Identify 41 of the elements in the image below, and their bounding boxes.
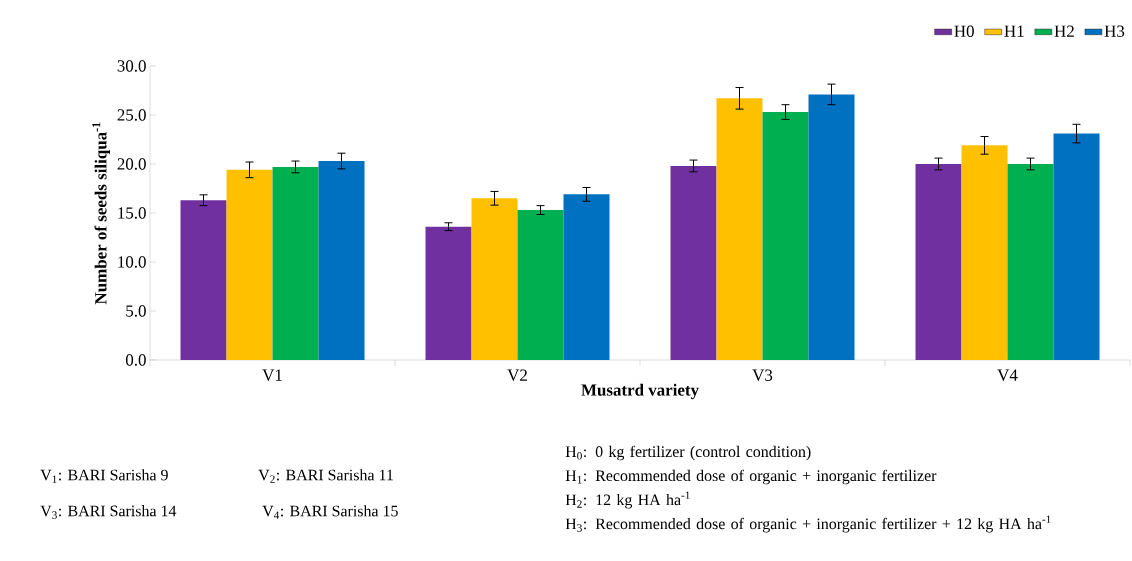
legend-label: H1	[1004, 25, 1024, 37]
x-tick-label: V4	[997, 369, 1018, 381]
y-tick-label: 30.0	[117, 60, 146, 72]
y-tick-label: 20.0	[117, 158, 146, 170]
bar	[180, 200, 227, 360]
text: H$_{2}$: 12 kg HA ha$^{-1}$	[565, 491, 690, 509]
y-tick-label: 5.0	[126, 305, 146, 317]
bar	[272, 166, 319, 360]
bar	[517, 210, 564, 360]
y-axis-title: Number of seeds siliqua$^{-1}$	[92, 122, 111, 305]
legend-label: H3	[1104, 25, 1125, 37]
text: V$_{4}$: BARI Sarisha 15	[262, 505, 398, 519]
text: V$_{1}$: BARI Sarisha 9	[40, 469, 168, 483]
bar	[670, 165, 717, 360]
bar	[961, 145, 1008, 360]
legend-label: H2	[1054, 25, 1074, 37]
bar	[1007, 163, 1054, 360]
text: H$_{1}$: Recommended dose of organic + inorganic fertilizer	[565, 469, 937, 485]
legend-label: H0	[954, 25, 974, 37]
bar	[762, 112, 809, 360]
bar	[563, 194, 610, 360]
y-tick-label: 25.0	[117, 109, 146, 121]
text: H$_{3}$: Recommended dose of organic + inorganic fertilizer + 12 kg HA ha$^{-1}$	[565, 515, 1051, 533]
text: V$_{3}$: BARI Sarisha 14	[40, 505, 177, 519]
x-tick-label: V1	[262, 369, 282, 381]
bar	[425, 226, 472, 360]
bar	[471, 198, 518, 360]
y-tick-label: 0.0	[125, 354, 146, 366]
bar	[808, 94, 855, 360]
bar	[915, 163, 962, 360]
bar	[716, 98, 763, 360]
text: V$_{2}$: BARI Sarisha 11	[258, 469, 393, 483]
text: H$_{0}$: 0 kg fertilizer (control condition)	[565, 445, 811, 461]
bar	[1053, 133, 1100, 360]
x-axis-title: Musatrd variety	[581, 383, 699, 400]
x-tick-label: V2	[507, 369, 527, 381]
bar	[318, 161, 365, 360]
x-tick-label: V3	[752, 369, 773, 381]
y-tick-label: 15.0	[118, 207, 146, 219]
bar	[226, 169, 273, 360]
y-tick-label: 10.0	[118, 256, 146, 268]
